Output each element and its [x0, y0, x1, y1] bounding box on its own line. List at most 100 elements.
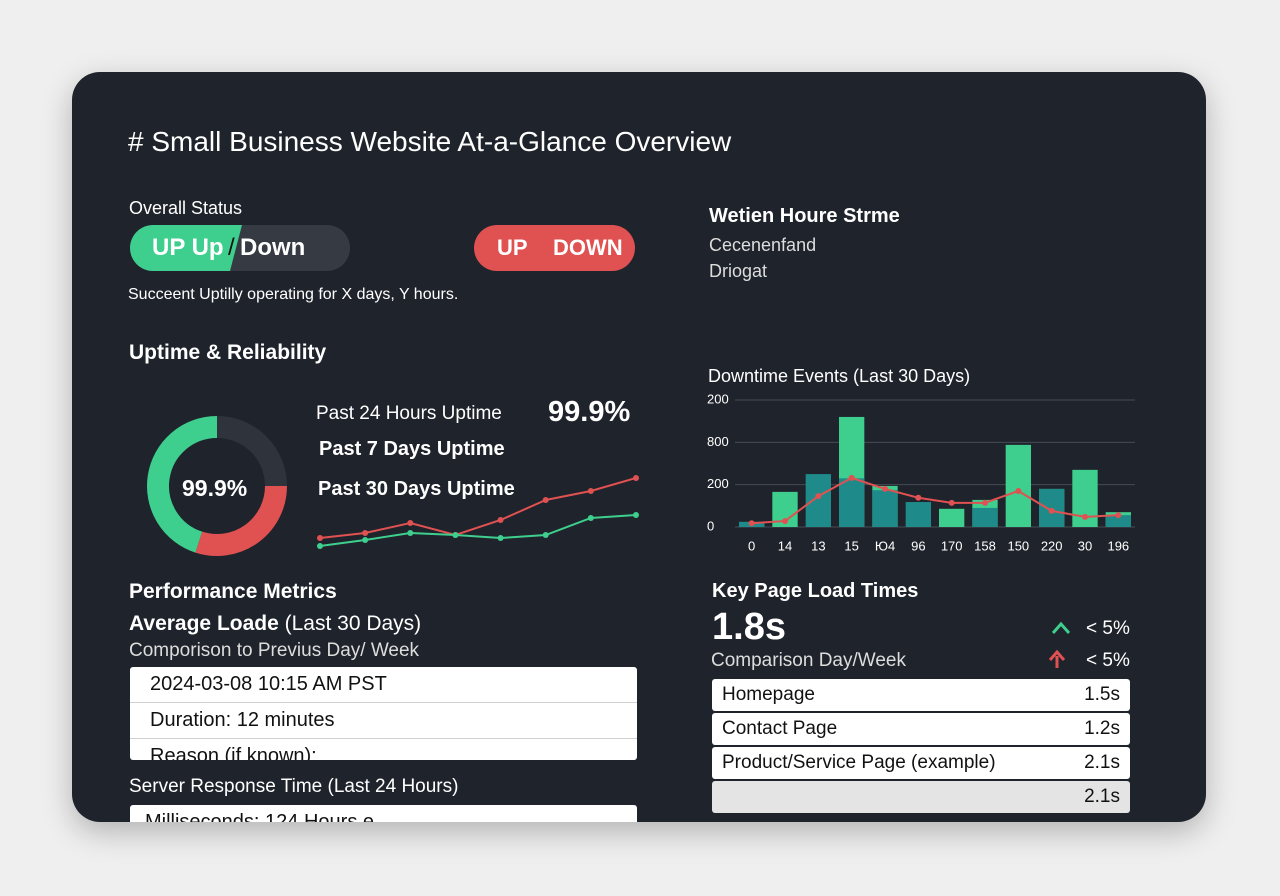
graphics: 0 200 800 200 0 14 13 15 Ю4 96 170 158 150 220 30 196 [130, 225, 1135, 668]
line-point [1082, 513, 1088, 520]
table-row: Homepage 1.5s [712, 679, 1130, 711]
server-table: Milliseconds: 124 Hours e [130, 805, 637, 822]
note: Succeent Uptilly operating for X days, Y… [128, 286, 459, 303]
trend-point [633, 475, 639, 481]
x-tick-label: Ю4 [875, 538, 895, 553]
toggle-text: / [228, 234, 235, 261]
line-point [815, 493, 822, 500]
bar [972, 507, 998, 527]
trend-point [497, 535, 504, 541]
line-point [1015, 488, 1022, 495]
change: < 5% [1086, 650, 1130, 671]
x-tick-label: 158 [974, 538, 996, 553]
x-tick-label: 14 [778, 538, 792, 553]
bar [1105, 515, 1131, 527]
bar [905, 502, 931, 527]
chart-title: Downtime Events (Last 30 Days) [708, 366, 971, 386]
y-tick-label: 200 [707, 476, 729, 491]
donut-segment [147, 416, 218, 553]
title: # Small Business Website At-a-Glance Ove… [128, 126, 732, 157]
y-tick-label: 0 [707, 518, 714, 533]
subtitle: Average Loade (Last 30 Days) [129, 612, 421, 636]
layout: 0 200 800 200 0 14 13 15 Ю4 96 170 158 150 220 30 196 #… [72, 72, 1206, 822]
bar [939, 508, 965, 527]
badge-text: DOWN [553, 235, 623, 260]
up-arrow [1048, 649, 1066, 668]
label: Overall Status [129, 198, 243, 218]
x-tick-label: 0 [748, 538, 755, 553]
event-table: 2024-03-08 10:15 AM PST Duration: 12 min… [130, 667, 637, 760]
line-point [848, 474, 855, 481]
line-point [915, 494, 922, 501]
trend-point [587, 488, 594, 494]
line-point [948, 499, 955, 506]
page-name: Product/Service Page (example) [722, 752, 996, 773]
uptime-row: Past 24 Hours Uptime [316, 403, 502, 424]
bar [1005, 444, 1031, 527]
trend-point [362, 537, 369, 543]
trend-line [319, 477, 637, 539]
comparison: Comporison to Previus Day/ Week [129, 640, 420, 661]
subtitle-bold: Average Loade [129, 612, 279, 635]
change: < 5% [1086, 618, 1130, 639]
line-point [882, 485, 888, 492]
up-arrow [1051, 621, 1071, 634]
table-row: 2.1s [712, 781, 1130, 813]
table-row: Milliseconds: 124 Hours e [130, 805, 637, 822]
uptime-row: Past 30 Days Uptime [318, 478, 515, 500]
x-tick-label: 96 [911, 538, 925, 553]
x-tick-label: 196 [1107, 538, 1129, 553]
table-row: Contact Page 1.2s [712, 713, 1130, 745]
load-value: 1.8s [712, 606, 786, 648]
subtitle: (Last 30 Days) [284, 612, 422, 635]
trend-point [407, 530, 414, 536]
line-point [1048, 507, 1055, 514]
table-row: Duration: 12 minutes [130, 703, 637, 739]
x-tick-label: 15 [844, 538, 858, 553]
uptime-row: Past 7 Days Uptime [319, 438, 505, 460]
page-name: Contact Page [722, 718, 838, 739]
load-time: 1.2s [1084, 718, 1120, 739]
trend-point [587, 515, 594, 521]
dashboard-card: 0 200 800 200 0 14 13 15 Ю4 96 170 158 150 220 30 196 #… [72, 72, 1206, 822]
trend-point [542, 532, 549, 538]
badge-text: UP [497, 235, 528, 260]
trend-point [452, 532, 459, 538]
section-title: Key Page Load Times [712, 580, 919, 602]
table-row: Product/Service Page (example) 2.1s [712, 747, 1130, 779]
load-time: 2.1s [1084, 786, 1120, 807]
table-row: 2024-03-08 10:15 AM PST [130, 667, 637, 703]
side-line: Cecenenfand [709, 235, 817, 255]
uptime-value: 99.9% [548, 396, 631, 428]
status-badge [474, 225, 635, 271]
line-point [782, 518, 788, 525]
donut-center: 99.9% [182, 475, 248, 501]
trend-point [362, 530, 369, 536]
trend-point [542, 497, 549, 503]
x-tick-label: 150 [1007, 538, 1029, 553]
line-point [748, 520, 755, 527]
x-tick-label: 170 [941, 538, 963, 553]
y-tick-label: 800 [707, 434, 729, 449]
line-point [982, 499, 988, 506]
table-row: Reason (if known): [130, 739, 637, 760]
x-tick-label: 30 [1078, 538, 1092, 553]
x-tick-label: 220 [1041, 538, 1063, 553]
bar [839, 478, 865, 527]
trend-point [407, 520, 414, 526]
x-tick-label: 13 [811, 538, 825, 553]
section-title: Uptime & Reliability [129, 341, 327, 364]
page-name: Homepage [722, 684, 815, 705]
load-time: 1.5s [1084, 684, 1120, 705]
line-point [1115, 512, 1122, 519]
trend-point [317, 543, 323, 549]
section-title: Performance Metrics [129, 580, 337, 603]
trend-line [319, 514, 637, 547]
side-line: Driogat [709, 261, 768, 281]
donut-segment [195, 485, 287, 556]
side-title: Wetien Houre Strme [709, 205, 900, 227]
trend-point [497, 517, 504, 523]
trend-point [317, 535, 323, 541]
toggle-on [130, 225, 242, 271]
